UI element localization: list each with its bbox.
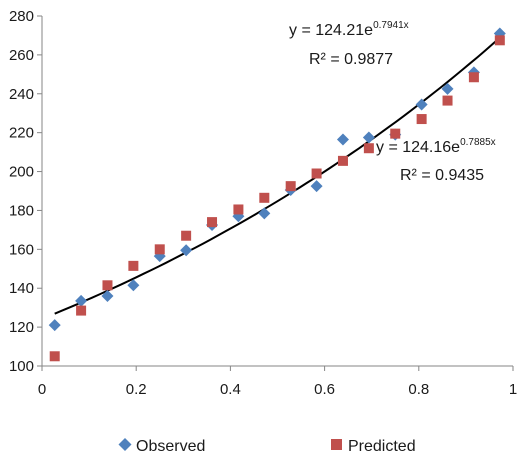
- legend-observed-marker: [118, 438, 132, 451]
- predicted-point: [363, 143, 374, 154]
- x-tick-label: 0: [38, 381, 46, 398]
- x-tick-label: 1: [509, 381, 517, 398]
- predicted-point: [76, 305, 87, 316]
- y-tick-label: 160: [9, 241, 34, 258]
- predicted-point: [285, 181, 296, 192]
- y-tick-label: 220: [9, 125, 34, 142]
- observed-trend-r2: R² = 0.9877: [309, 51, 393, 68]
- predicted-point: [442, 95, 453, 106]
- predicted-point: [468, 72, 479, 83]
- predicted-point: [49, 351, 60, 362]
- y-tick-label: 140: [9, 280, 34, 297]
- y-tick-label: 240: [9, 86, 34, 103]
- observed-point: [180, 244, 193, 257]
- predicted-trend-r2: R² = 0.9435: [400, 167, 484, 184]
- observed-point: [415, 98, 428, 111]
- predicted-trend-equation: y = 124.16e0.7885x: [376, 137, 496, 156]
- x-tick-label: 0.8: [408, 381, 429, 398]
- axes: 100 120 140 160 180 200 220 240 260 280 0 0.2 0.4 0.6…: [9, 8, 517, 398]
- y-tick-label: 100: [9, 358, 34, 375]
- predicted-point: [311, 168, 322, 179]
- legend-predicted-label: Predicted: [348, 438, 416, 455]
- x-tick-label: 0.2: [126, 381, 147, 398]
- predicted-point: [494, 35, 505, 46]
- observed-trend-equation: y = 124.21e0.7941x: [289, 20, 409, 39]
- legend-observed-label: Observed: [136, 438, 205, 455]
- predicted-point: [181, 230, 192, 241]
- observed-point: [336, 133, 349, 146]
- observed-point: [48, 319, 61, 332]
- observed-point: [75, 294, 88, 307]
- observed-point: [441, 82, 454, 95]
- trendline-layer: [54, 37, 501, 315]
- trendline-observed: [54, 37, 501, 315]
- y-tick-label: 260: [9, 47, 34, 64]
- predicted-point: [102, 280, 113, 291]
- predicted-point: [390, 128, 401, 139]
- y-tick-label: 120: [9, 319, 34, 336]
- predicted-point: [154, 244, 165, 255]
- predicted-point: [233, 204, 244, 215]
- predicted-point: [207, 217, 218, 228]
- predicted-point: [259, 192, 270, 203]
- observed-point: [362, 131, 375, 144]
- predicted-point: [128, 260, 139, 271]
- x-tick-label: 0.6: [314, 381, 335, 398]
- y-tick-label: 280: [9, 8, 34, 25]
- observed-point: [258, 207, 271, 220]
- x-tick-label: 0.4: [220, 381, 241, 398]
- observed-point: [101, 290, 114, 302]
- predicted-point: [416, 114, 427, 125]
- y-tick-label: 200: [9, 164, 34, 181]
- legend-predicted-marker: [331, 439, 342, 450]
- points-layer: [48, 27, 506, 362]
- observed-point: [310, 180, 323, 193]
- observed-point: [127, 279, 140, 292]
- y-tick-label: 180: [9, 202, 34, 219]
- predicted-point: [337, 155, 348, 166]
- legend: Observed Predicted: [118, 438, 416, 455]
